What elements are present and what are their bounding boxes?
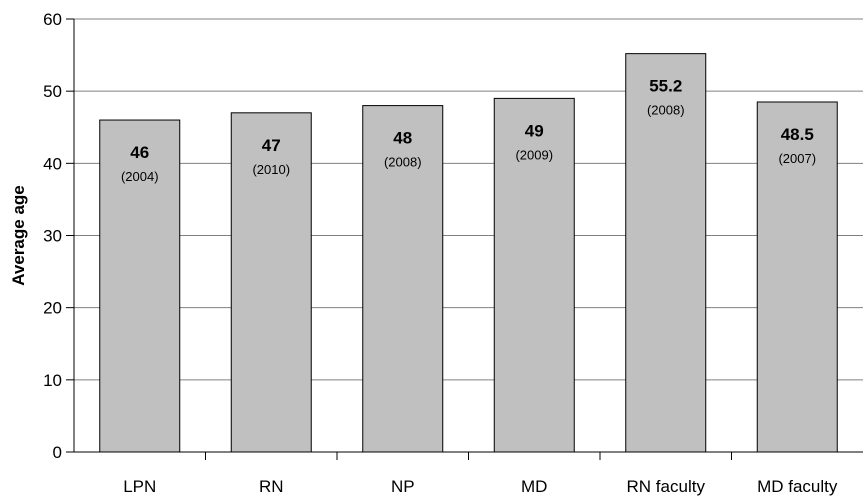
x-category-label: NP: [391, 477, 415, 496]
bar-year-label: (2008): [647, 103, 685, 118]
x-category-label: RN: [259, 477, 284, 496]
bar-value-label: 55.2: [649, 77, 682, 96]
bar-value-label: 48: [393, 129, 412, 148]
data-labels: 46 (2004) 47 (2010) 48 (2008) 49 (2009) 55.2 (200…: [121, 77, 816, 184]
bar-year-label: (2008): [384, 155, 422, 170]
axes: [66, 19, 863, 460]
y-tick-label: 50: [43, 82, 62, 101]
bar-year-label: (2009): [515, 147, 553, 162]
y-tick-label: 60: [43, 10, 62, 29]
y-tick-label: 20: [43, 299, 62, 318]
bars: [100, 54, 838, 452]
y-tick-label: 10: [43, 371, 62, 390]
x-category-label: MD faculty: [757, 477, 838, 496]
bar-year-label: (2010): [252, 162, 290, 177]
bar-year-label: (2007): [778, 151, 816, 166]
bar-value-label: 47: [262, 136, 281, 155]
bar-value-label: 49: [525, 121, 544, 140]
y-tick-labels: 0 10 20 30 40 50 60: [43, 10, 62, 462]
y-tick-label: 30: [43, 227, 62, 246]
y-tick-label: 0: [53, 443, 62, 462]
bar-year-label: (2004): [121, 169, 159, 184]
x-category-label: LPN: [123, 477, 156, 496]
bar-value-label: 46: [130, 143, 149, 162]
y-tick-label: 40: [43, 154, 62, 173]
gridlines: [74, 19, 863, 380]
bar-value-label: 48.5: [781, 125, 814, 144]
x-category-labels: LPN RN NP MD RN faculty MD faculty: [123, 477, 838, 496]
x-category-label: RN faculty: [627, 477, 706, 496]
y-axis-title: Average age: [9, 185, 28, 285]
x-category-label: MD: [521, 477, 547, 496]
